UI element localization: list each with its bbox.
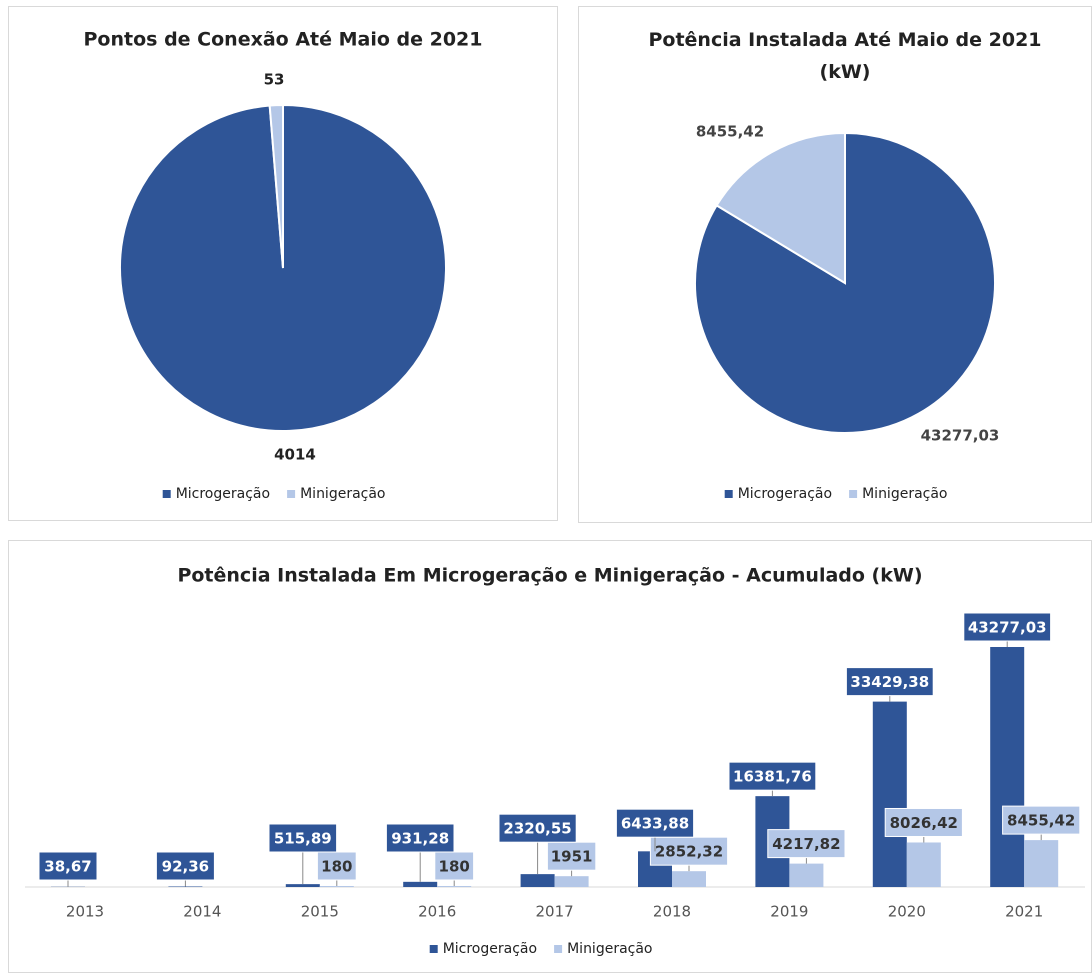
- label-box: [884, 807, 963, 837]
- bar: [1024, 840, 1059, 887]
- x-tick-label: 2018: [653, 903, 691, 921]
- bar: [168, 886, 203, 887]
- x-tick-label: 2016: [418, 903, 456, 921]
- data-label: 2852,32: [655, 843, 723, 861]
- label-box: [963, 612, 1052, 642]
- data-label: 53: [264, 71, 285, 89]
- x-tick-label: 2019: [770, 903, 808, 921]
- legend-swatch: [287, 490, 296, 498]
- x-tick-label: 2015: [301, 903, 339, 921]
- bar: [285, 884, 320, 887]
- data-label: 33429,38: [850, 673, 929, 691]
- legend-label: Microgeração: [176, 486, 270, 502]
- label-box: [38, 851, 98, 881]
- label-box: [649, 836, 729, 866]
- bar: [554, 876, 589, 887]
- data-label: 4014: [274, 446, 316, 464]
- x-tick-label: 2017: [536, 903, 574, 921]
- bar: [789, 863, 824, 887]
- data-label: 180: [439, 858, 470, 876]
- bar: [906, 842, 941, 887]
- chart-title: Potência Instalada Em Microgeração e Min…: [177, 565, 922, 587]
- legend-swatch: [724, 490, 733, 498]
- bar: [872, 701, 907, 887]
- bar: [520, 874, 555, 887]
- data-label: 92,36: [162, 858, 209, 876]
- data-label: 8026,42: [890, 814, 958, 832]
- data-label: 6433,88: [621, 815, 689, 833]
- label-box: [1002, 805, 1081, 835]
- label-box: [767, 829, 846, 859]
- label-box: [498, 813, 577, 843]
- label-box: [316, 851, 357, 881]
- label-box: [546, 841, 597, 871]
- bar: [990, 647, 1025, 887]
- data-label: 515,89: [274, 830, 332, 848]
- data-label: 38,67: [44, 858, 91, 876]
- label-box: [434, 851, 475, 881]
- data-label: 16381,76: [733, 768, 812, 786]
- legend-swatch: [554, 945, 563, 953]
- label-box: [155, 851, 215, 881]
- legend-label: Minigeração: [300, 486, 385, 502]
- chart-title: Potência Instalada Até Maio de 2021 (kW): [648, 29, 1041, 83]
- legend-label: Microgeração: [738, 486, 832, 502]
- label-box: [728, 761, 817, 791]
- pie-slice: [268, 103, 284, 269]
- legend-label: Minigeração: [862, 486, 947, 502]
- data-label: 2320,55: [503, 820, 571, 838]
- bar: [319, 886, 354, 887]
- data-label: 43277,03: [921, 427, 1000, 445]
- legend-swatch: [162, 490, 171, 498]
- label-box: [615, 808, 695, 838]
- data-label: 43277,03: [968, 619, 1047, 637]
- x-tick-label: 2013: [66, 903, 104, 921]
- x-tick-label: 2014: [183, 903, 221, 921]
- x-tick-label: 2020: [888, 903, 926, 921]
- data-label: 4217,82: [772, 835, 840, 853]
- label-box: [268, 823, 338, 853]
- chart-title: Pontos de Conexão Até Maio de 2021: [84, 29, 483, 51]
- legend-swatch: [849, 490, 858, 498]
- data-label: 180: [321, 858, 352, 876]
- bar: [403, 881, 438, 887]
- legend-label: Minigeração: [567, 941, 652, 957]
- x-tick-label: 2021: [1005, 903, 1043, 921]
- legend-label: Microgeração: [443, 941, 537, 957]
- bar: [672, 871, 706, 887]
- bar: [437, 886, 472, 887]
- pie-slice: [715, 131, 846, 285]
- legend-swatch: [429, 945, 438, 953]
- panel: [8, 540, 1092, 973]
- label-box: [845, 667, 934, 697]
- data-label: 1951: [551, 848, 593, 866]
- pie-slice: [694, 131, 996, 434]
- data-label: 8455,42: [1007, 812, 1075, 830]
- data-label: 931,28: [391, 830, 449, 848]
- data-label: 8455,42: [696, 123, 764, 141]
- label-box: [385, 823, 455, 853]
